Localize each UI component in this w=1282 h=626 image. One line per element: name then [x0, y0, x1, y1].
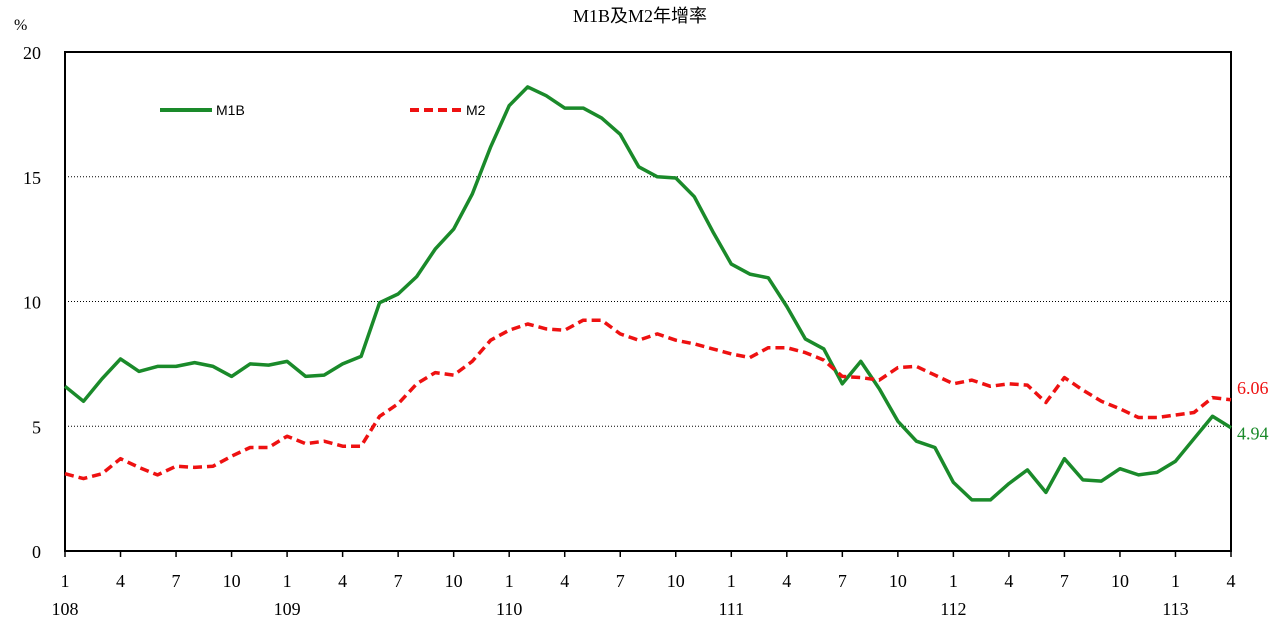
x-tick-label: 1	[505, 571, 514, 591]
x-tick-label: 10	[1111, 571, 1129, 591]
end-label-m2: 6.06	[1237, 378, 1269, 398]
x-tick-label: 1	[727, 571, 736, 591]
x-tick-label: 4	[338, 571, 347, 591]
x-tick-label: 1	[949, 571, 958, 591]
y-tick-label: 10	[23, 293, 41, 313]
x-tick-label: 1	[1171, 571, 1180, 591]
x-year-label: 110	[496, 599, 522, 619]
end-label-m1b: 4.94	[1237, 424, 1269, 444]
legend: M1B M2	[160, 102, 486, 118]
y-tick-label: 20	[23, 43, 41, 63]
legend-m1b-label: M1B	[216, 102, 245, 118]
y-tick-label: 5	[32, 417, 41, 437]
x-tick-label: 7	[172, 571, 181, 591]
x-tick-label: 10	[223, 571, 241, 591]
x-tick-label: 1	[283, 571, 292, 591]
x-tick-label: 7	[394, 571, 403, 591]
x-year-label: 111	[718, 599, 744, 619]
series-line-m1b	[63, 85, 1232, 502]
x-tick-label: 10	[445, 571, 463, 591]
x-axis-ticks: 1 4 7 10 1 4 7 10 1 4 7 10 1 4 7 10 1 4 7 10 1 4 108 109 110 111 1…	[52, 551, 1236, 619]
x-tick-label: 4	[782, 571, 791, 591]
x-tick-label: 7	[838, 571, 847, 591]
grid-lines	[65, 176, 1231, 427]
y-tick-label: 0	[32, 542, 41, 562]
x-year-label: 109	[274, 599, 301, 619]
legend-m2-label: M2	[466, 102, 486, 118]
x-tick-label: 4	[1004, 571, 1013, 591]
x-tick-label: 7	[1060, 571, 1069, 591]
x-tick-label: 7	[616, 571, 625, 591]
x-year-label: 113	[1162, 599, 1188, 619]
x-tick-label: 1	[61, 571, 70, 591]
x-tick-label: 10	[667, 571, 685, 591]
y-tick-label: 15	[23, 168, 41, 188]
series-line-m2	[64, 318, 1232, 481]
y-axis-unit-label: %	[14, 17, 27, 34]
chart-title: M1B及M2年增率	[573, 6, 707, 26]
x-tick-label: 10	[889, 571, 907, 591]
y-axis-ticks: 0 5 10 15 20	[23, 43, 41, 562]
x-tick-label: 4	[116, 571, 125, 591]
x-tick-label: 4	[1227, 571, 1236, 591]
series-lines	[63, 85, 1232, 502]
x-year-label: 112	[940, 599, 966, 619]
x-year-label: 108	[52, 599, 79, 619]
x-tick-label: 4	[560, 571, 569, 591]
end-value-labels: 4.94 6.06	[1237, 378, 1269, 444]
